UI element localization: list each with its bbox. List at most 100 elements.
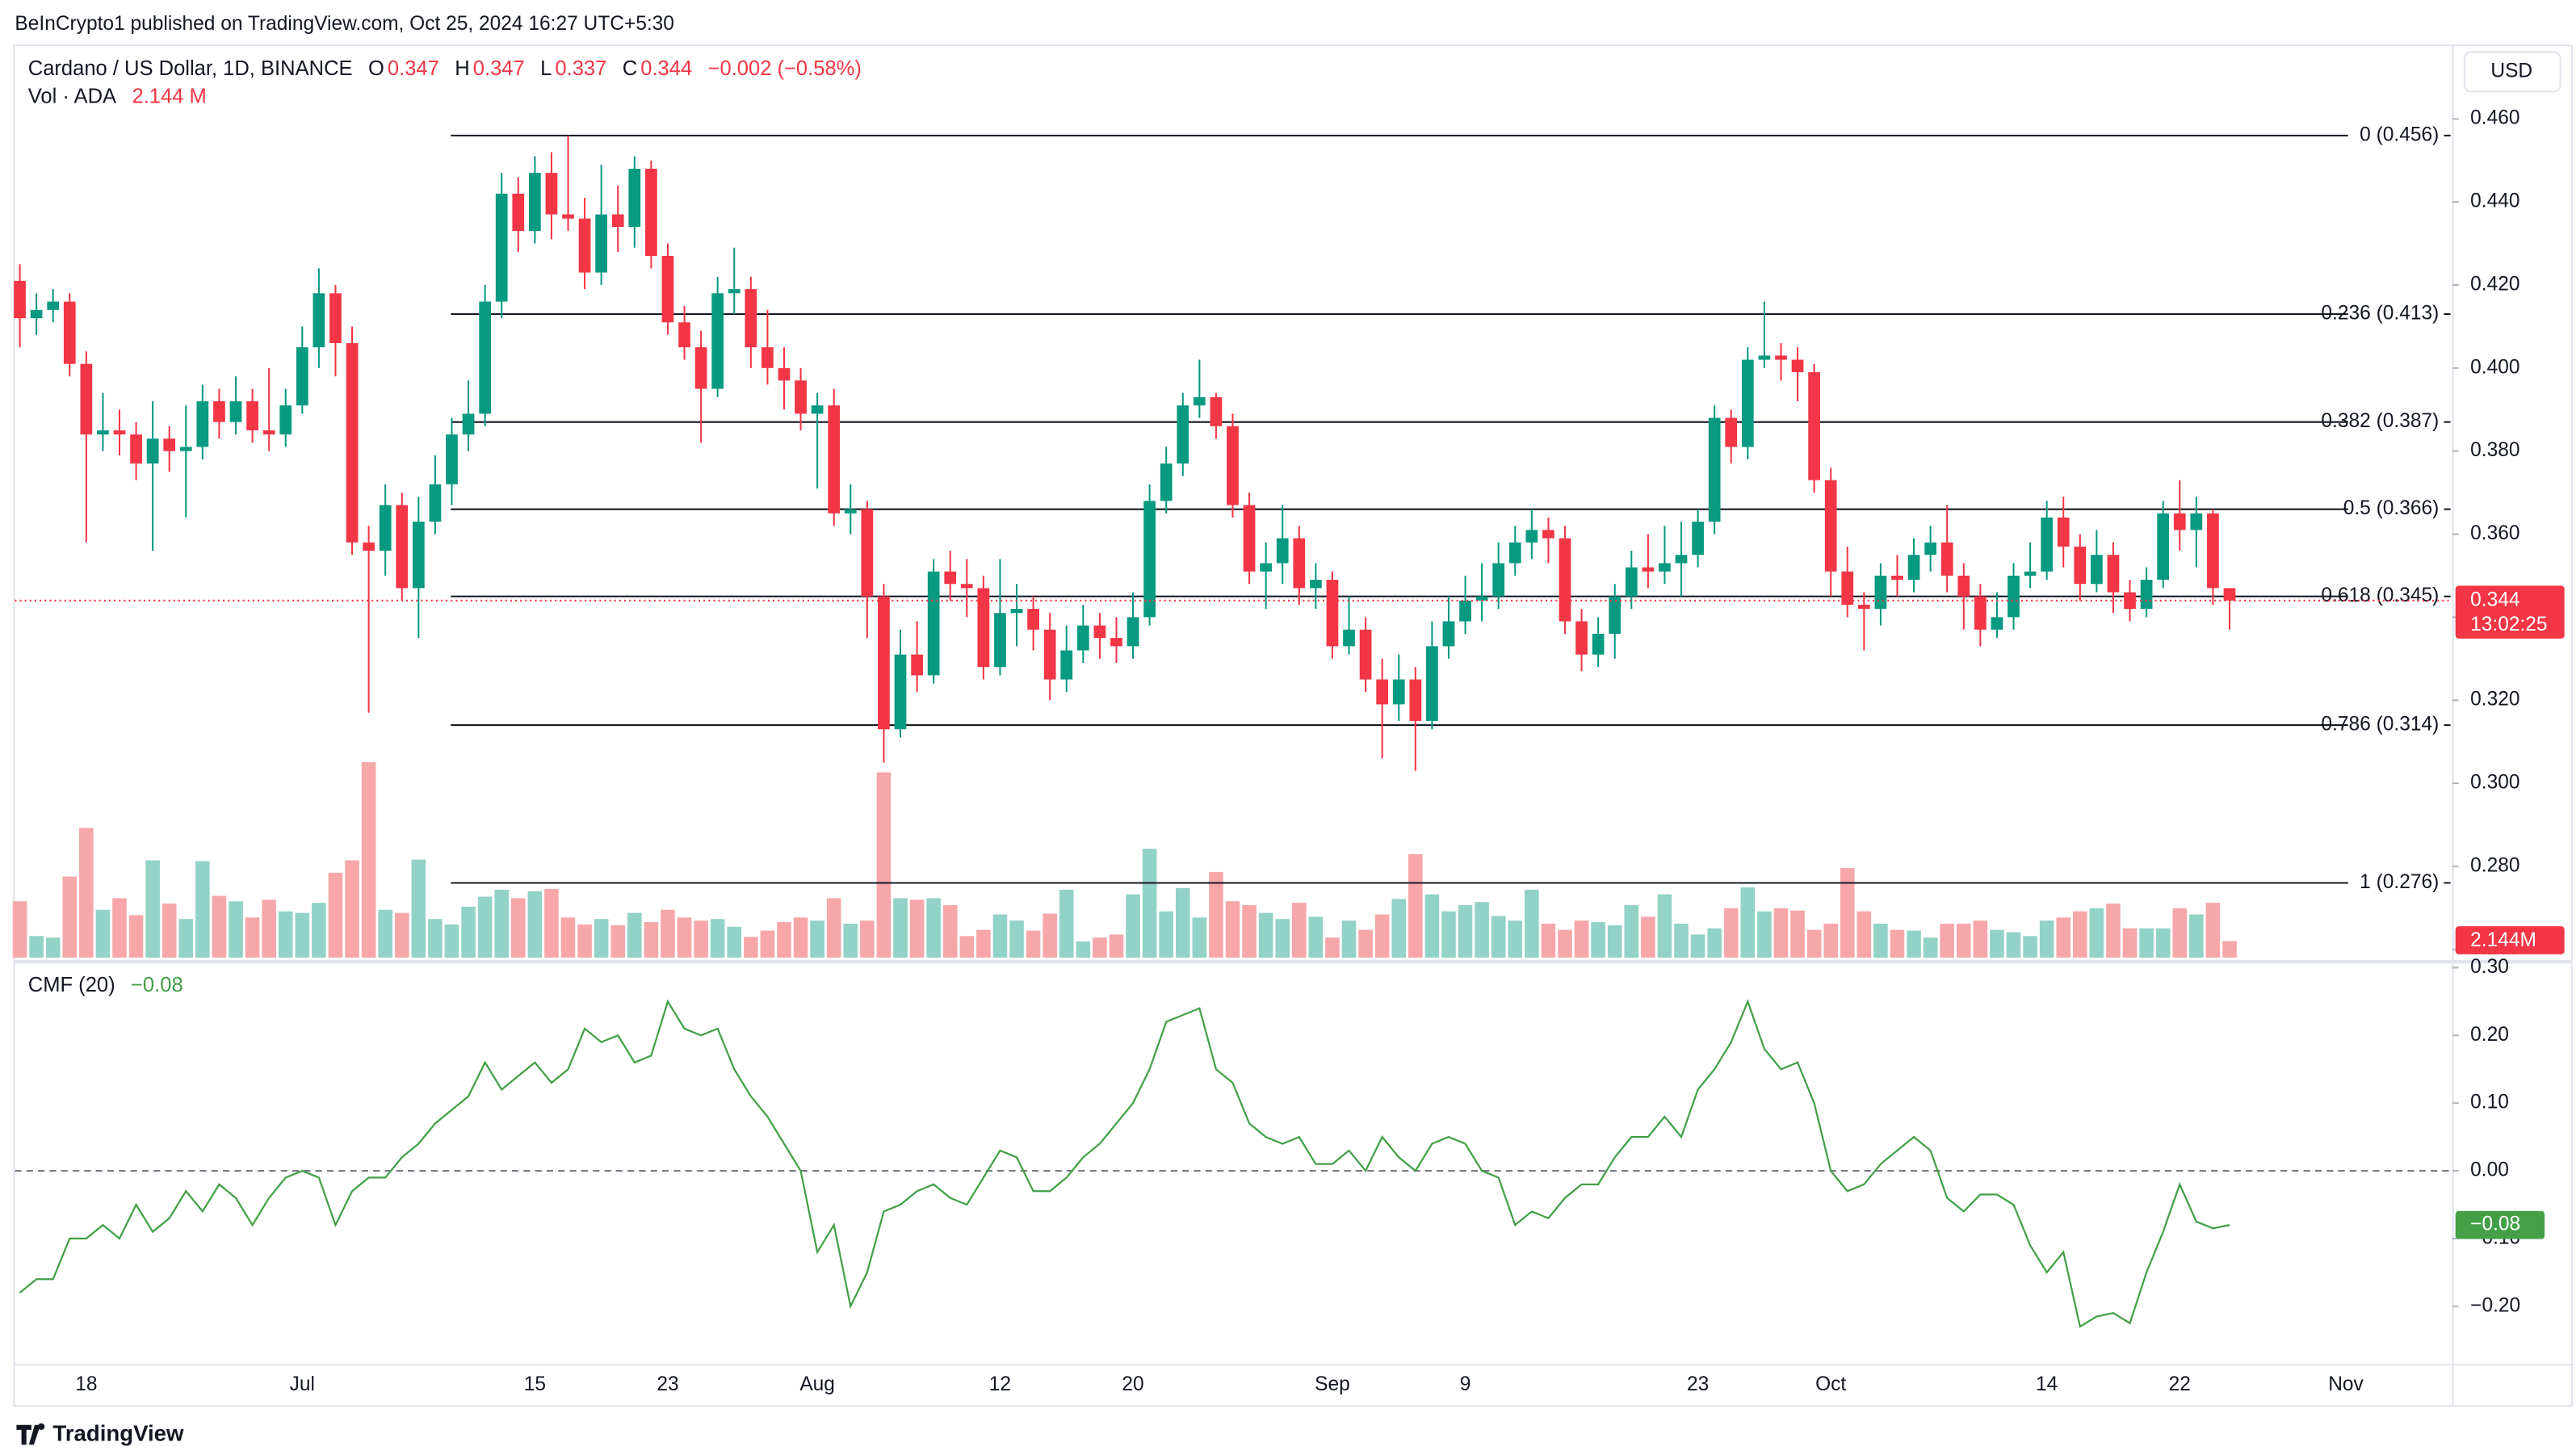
candle-body [1659, 563, 1671, 572]
y-tick-label: 0.00 [2470, 1159, 2509, 1181]
candle-body [2207, 513, 2219, 589]
candle-body [63, 301, 76, 364]
volume-bar [1973, 920, 1988, 958]
candle-body [363, 542, 375, 551]
volume-bar [2205, 903, 2221, 958]
volume-bar [560, 917, 576, 958]
candle-body [1625, 567, 1638, 597]
candle-body [313, 293, 325, 348]
x-tick-label: Jul [290, 1373, 315, 1395]
volume-bar [1674, 923, 1689, 958]
volume-bar [610, 925, 626, 958]
y-tick-label: 0.420 [2470, 273, 2519, 295]
volume-bar [229, 901, 243, 958]
y-tick-label: 0.400 [2470, 356, 2519, 378]
volume-bar [810, 920, 824, 958]
cmf-value: −0.08 [131, 974, 183, 996]
volume-bar [2139, 928, 2154, 958]
candle-body [595, 214, 608, 273]
volume-bar [710, 919, 725, 958]
candle-body [1359, 629, 1372, 680]
fib-label: 0.5 (0.366) [2343, 497, 2440, 519]
volume-name: Vol · ADA [28, 85, 116, 107]
volume-bar [2106, 904, 2121, 958]
volume-bar [1773, 908, 1789, 958]
volume-bar [2222, 941, 2237, 958]
candle-body [1758, 355, 1771, 360]
candle-body [661, 255, 674, 323]
candle-body [1293, 538, 1306, 589]
y-tick-label: 0.280 [2470, 854, 2519, 876]
volume-bar [2006, 932, 2021, 958]
fib-label: 0 (0.456) [2360, 124, 2439, 145]
volume-bar [1358, 929, 1373, 958]
candle-body [113, 430, 126, 435]
candle-body [80, 363, 93, 435]
candle-body [1907, 555, 1920, 581]
candle-body [213, 400, 225, 422]
currency-box[interactable] [2463, 51, 2561, 93]
volume-bar [378, 909, 392, 958]
volume-bar [394, 912, 409, 958]
candle-body [861, 509, 874, 597]
volume-bar [2189, 914, 2204, 958]
x-tick-label: 22 [2169, 1373, 2191, 1395]
candle-body [545, 173, 558, 215]
candle-body [1957, 575, 1970, 597]
volume-bar [976, 929, 991, 958]
volume-bar [2023, 936, 2037, 958]
volume-bar [45, 937, 61, 958]
volume-bar [1607, 925, 1622, 958]
candle-body [2041, 517, 2054, 572]
candle-body [1824, 480, 1837, 572]
x-tick-label: 9 [1460, 1373, 1471, 1395]
logo-icon [16, 1423, 45, 1445]
candle-body [2024, 571, 2037, 576]
volume-bar [1690, 934, 1705, 958]
volume-bar [1292, 903, 1307, 958]
candle-body [994, 613, 1006, 668]
volume-bar [2155, 928, 2171, 958]
candle-body [960, 584, 973, 589]
volume-bar [328, 872, 343, 958]
volume-bar [909, 899, 925, 958]
currency[interactable]: USD [2490, 60, 2532, 82]
candle-body [1409, 679, 1422, 721]
axis-layer: 18 Jul 15 23 Aug 12 20 Sep 9 23 Oct 14 22 Nov 0.460 0.4… [75, 107, 2565, 1395]
y-tick-label: 0.30 [2470, 956, 2509, 978]
candle-body [2124, 592, 2136, 610]
volume-bar [860, 920, 875, 958]
ohlc-value: 0.347 [388, 57, 439, 80]
candle-body [2140, 580, 2153, 610]
volume-bar [1341, 920, 1357, 958]
volume-bar [760, 930, 775, 958]
candle-body [329, 293, 342, 343]
volume-bar [1242, 905, 1257, 958]
volume-layer [12, 762, 2237, 958]
volume-bar [1541, 923, 1556, 958]
candle-body [694, 347, 707, 389]
volume-bar [79, 828, 94, 958]
candle-body [1775, 355, 1787, 360]
candle-body [927, 571, 940, 676]
candle-body [2008, 575, 2020, 618]
ohlc-value: 0.344 [640, 57, 692, 80]
candle-body [1143, 501, 1156, 618]
candle-body [894, 654, 907, 730]
volume-bar [1624, 905, 1639, 958]
legend: Cardano / US Dollar, 1D, BINANCE O 0.347 … [28, 57, 862, 80]
candle-body [645, 168, 657, 256]
fib-label: 1 (0.276) [2360, 871, 2439, 893]
candle-body [279, 405, 292, 435]
volume-bar [1757, 911, 1772, 958]
fib-label: 0.236 (0.413) [2321, 302, 2439, 324]
volume-bar [345, 860, 359, 958]
volume-bar [178, 919, 194, 958]
ohlc-value: 0.337 [555, 57, 606, 80]
volume-bar [1076, 941, 1091, 958]
candle-body [1093, 625, 1106, 639]
volume-bar [2073, 911, 2087, 958]
volume-bar [1956, 923, 1971, 958]
candle-body [1426, 646, 1438, 721]
